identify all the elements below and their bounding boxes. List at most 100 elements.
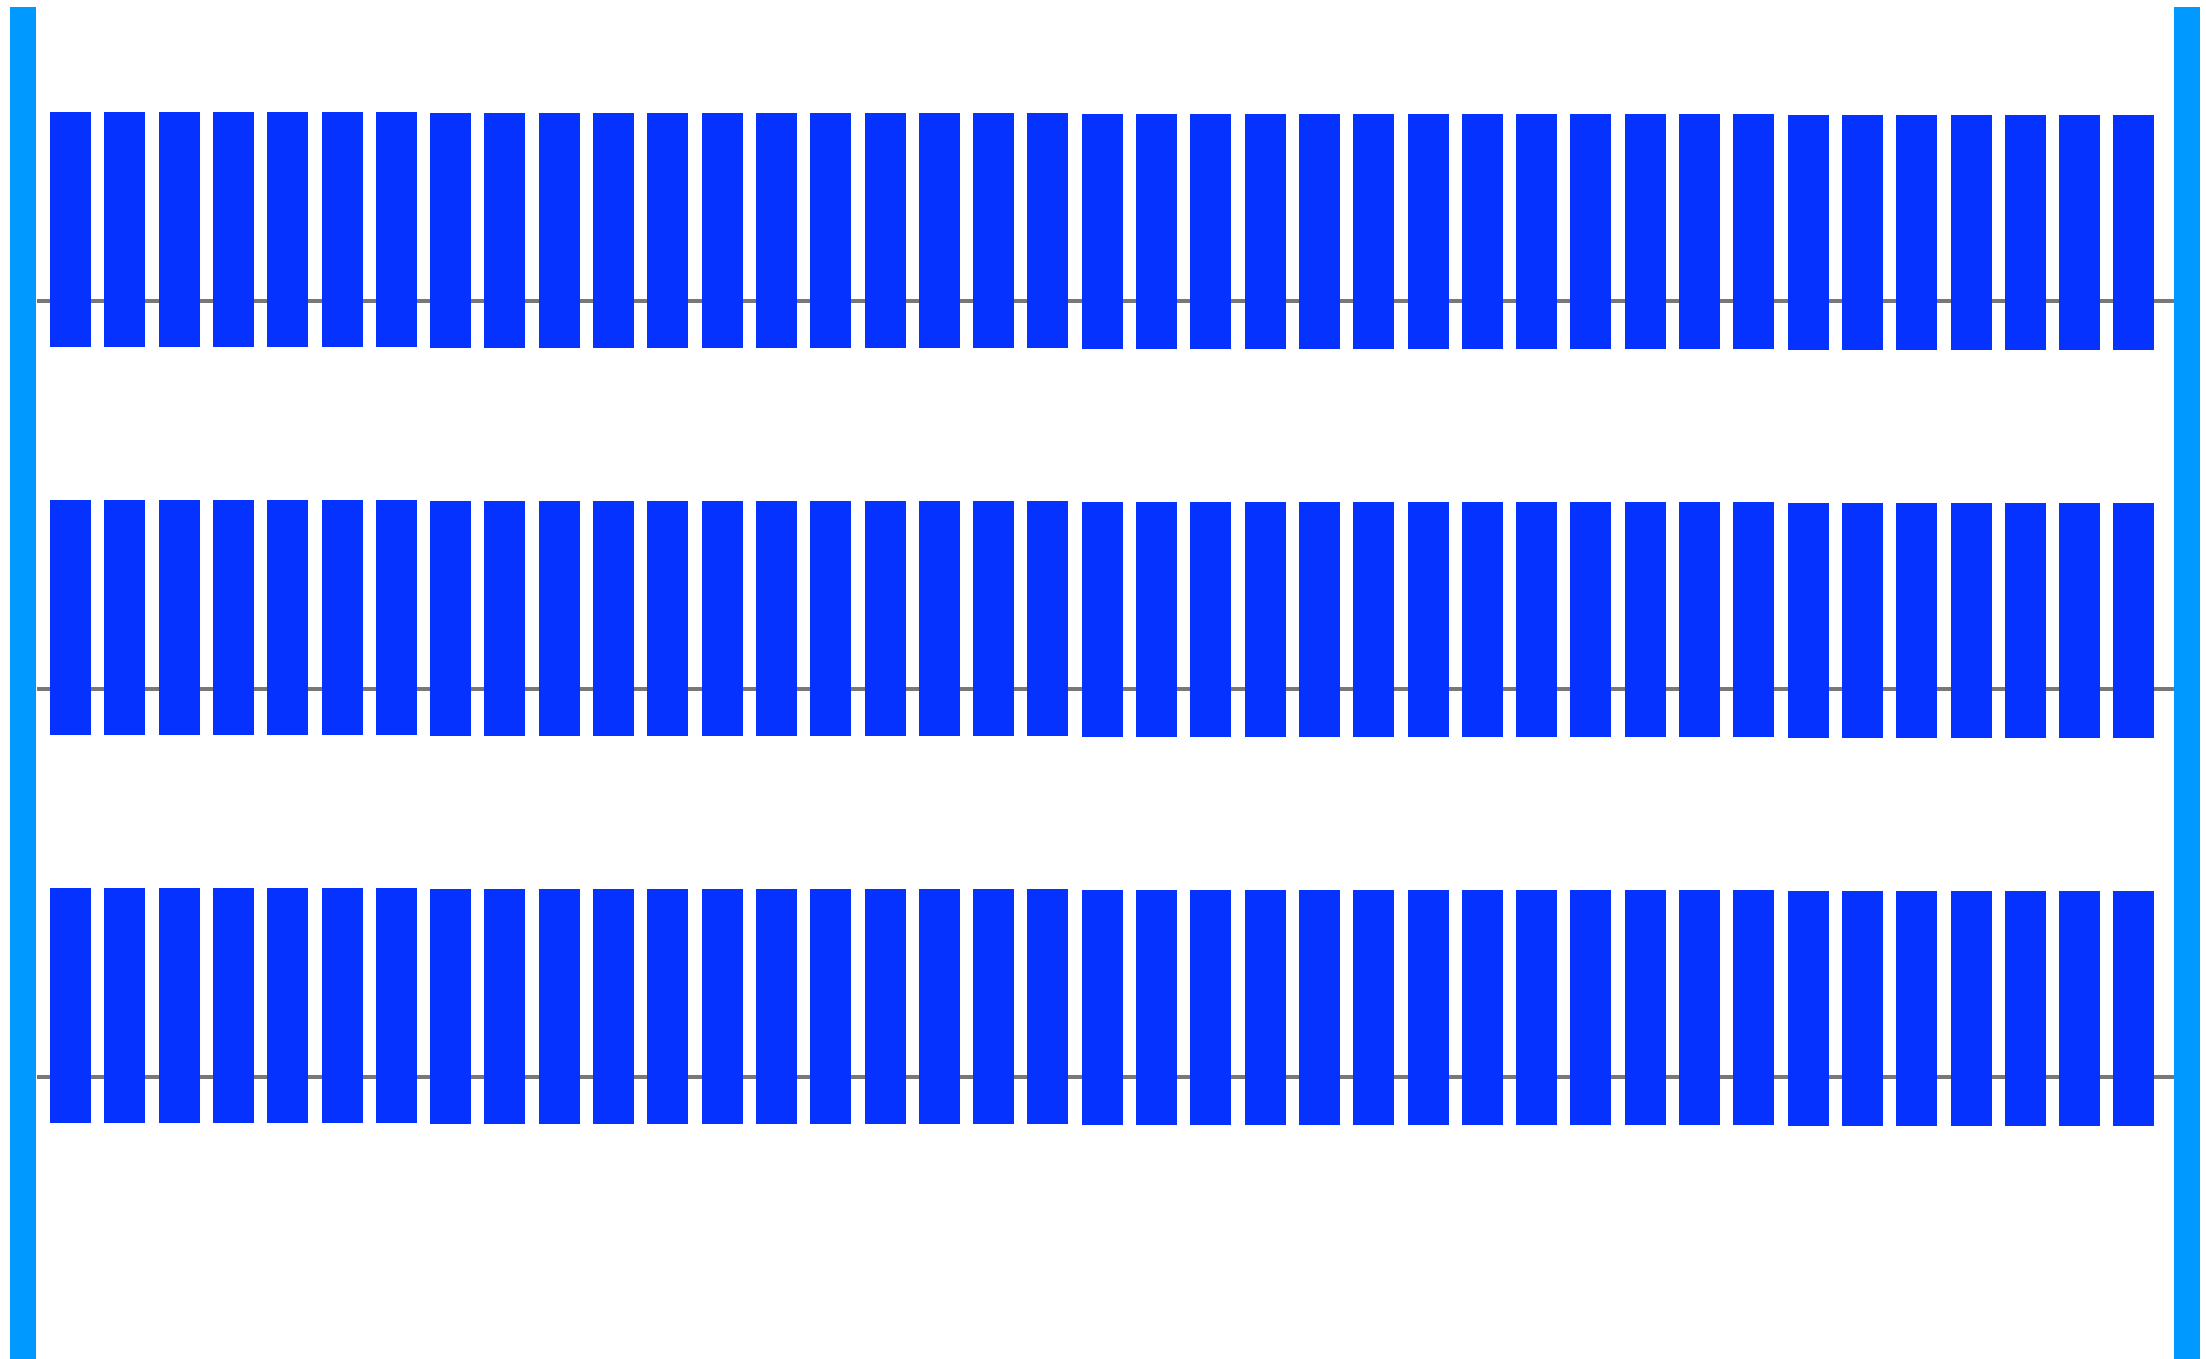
slat [1408, 114, 1449, 349]
slat [1462, 502, 1503, 737]
slat [2059, 503, 2100, 738]
slat [1353, 890, 1394, 1125]
slat [2113, 891, 2154, 1126]
slat [919, 113, 960, 348]
slat [1896, 891, 1937, 1126]
slat [1353, 114, 1394, 349]
slat [104, 112, 145, 347]
slat [376, 112, 417, 347]
slat [159, 112, 200, 347]
slat [1842, 503, 1883, 738]
slat [702, 889, 743, 1124]
slat [430, 501, 471, 736]
slat [104, 500, 145, 735]
slat [810, 889, 851, 1124]
slat [1082, 502, 1123, 737]
slat [1788, 503, 1829, 738]
slat [1733, 502, 1774, 737]
slat [484, 501, 525, 736]
slat [593, 889, 634, 1124]
slat [1842, 115, 1883, 350]
left-post [10, 7, 36, 1359]
slat [756, 113, 797, 348]
slat [702, 113, 743, 348]
slat [1679, 890, 1720, 1125]
slat [1951, 115, 1992, 350]
slat [267, 112, 308, 347]
slat [376, 500, 417, 735]
slat [1788, 891, 1829, 1126]
slat [865, 113, 906, 348]
slat [1299, 114, 1340, 349]
slat [810, 501, 851, 736]
slat [1190, 502, 1231, 737]
slat [1299, 890, 1340, 1125]
slat [1842, 891, 1883, 1126]
slat [1625, 502, 1666, 737]
slat [1082, 114, 1123, 349]
slat [104, 888, 145, 1123]
slat [973, 889, 1014, 1124]
slat [593, 113, 634, 348]
slat [1570, 502, 1611, 737]
slat [1245, 502, 1286, 737]
slat [756, 501, 797, 736]
slat [50, 500, 91, 735]
slat [213, 112, 254, 347]
slat [539, 113, 580, 348]
slat [1190, 890, 1231, 1125]
slat [267, 888, 308, 1123]
slat [430, 113, 471, 348]
slat [322, 888, 363, 1123]
slat [2113, 115, 2154, 350]
slat [484, 889, 525, 1124]
slat [1136, 502, 1177, 737]
slat [1951, 891, 1992, 1126]
slat [322, 500, 363, 735]
slat [267, 500, 308, 735]
slat [810, 113, 851, 348]
slat [647, 889, 688, 1124]
slat [484, 113, 525, 348]
slat [2005, 115, 2046, 350]
slat [1462, 890, 1503, 1125]
slat [1570, 890, 1611, 1125]
slat [1027, 501, 1068, 736]
slat [213, 888, 254, 1123]
slat [376, 888, 417, 1123]
slat [1679, 502, 1720, 737]
slat [1245, 114, 1286, 349]
right-post [2174, 7, 2200, 1359]
slat [1027, 889, 1068, 1124]
slat [430, 889, 471, 1124]
slat [1570, 114, 1611, 349]
slat [1136, 114, 1177, 349]
slat [1299, 502, 1340, 737]
slat [1625, 890, 1666, 1125]
slat [865, 889, 906, 1124]
slat [2059, 891, 2100, 1126]
slat [159, 500, 200, 735]
slat [322, 112, 363, 347]
slat [1951, 503, 1992, 738]
slat [539, 501, 580, 736]
slat [1896, 115, 1937, 350]
slat [159, 888, 200, 1123]
slat [593, 501, 634, 736]
slat [1462, 114, 1503, 349]
slat [1788, 115, 1829, 350]
slat [539, 889, 580, 1124]
slat [1733, 890, 1774, 1125]
slat [1679, 114, 1720, 349]
slat [1245, 890, 1286, 1125]
slat [2005, 891, 2046, 1126]
slat [919, 501, 960, 736]
slat [1625, 114, 1666, 349]
slat [1027, 113, 1068, 348]
slat [1190, 114, 1231, 349]
slat [50, 888, 91, 1123]
slat [50, 112, 91, 347]
slat [702, 501, 743, 736]
slat [1408, 890, 1449, 1125]
